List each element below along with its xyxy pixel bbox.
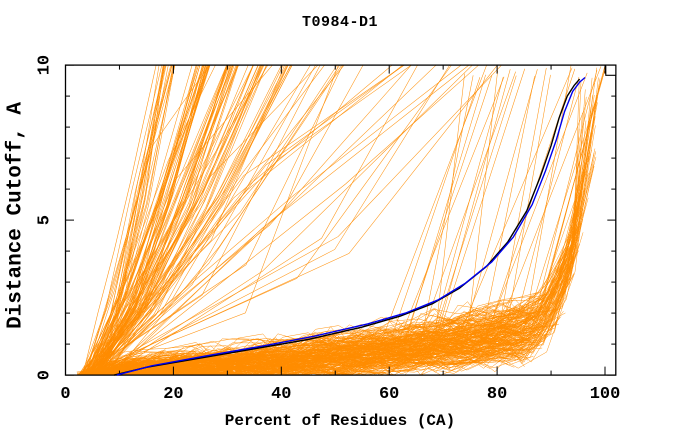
svg-text:0: 0 (36, 370, 55, 380)
svg-text:5: 5 (36, 215, 55, 225)
svg-text:10: 10 (36, 55, 55, 75)
svg-text:20: 20 (163, 385, 183, 404)
svg-text:60: 60 (379, 385, 399, 404)
svg-text:0: 0 (60, 385, 70, 404)
svg-text:100: 100 (590, 385, 621, 404)
svg-text:80: 80 (487, 385, 507, 404)
svg-text:40: 40 (271, 385, 291, 404)
